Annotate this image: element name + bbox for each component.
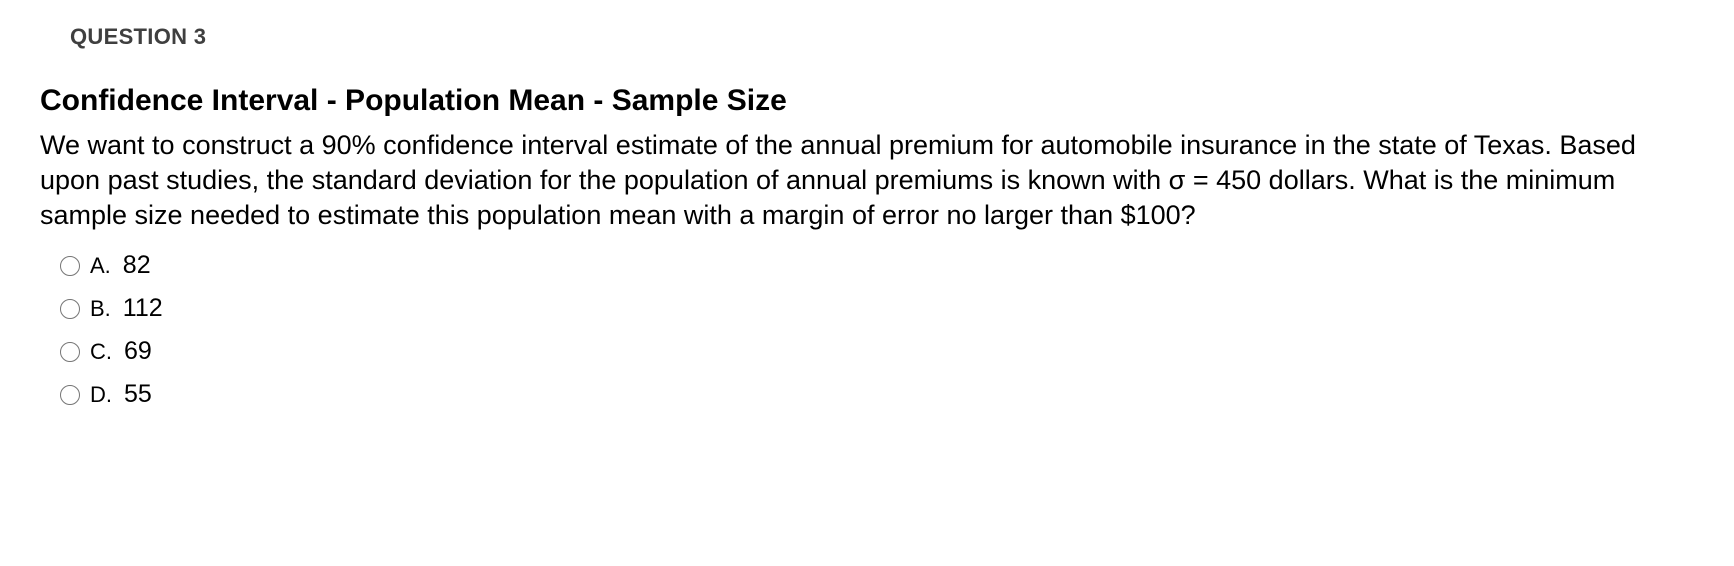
option-value: 112 [123,294,163,323]
option-c[interactable]: C. 69 [60,337,1694,366]
option-d[interactable]: D. 55 [60,380,1694,409]
options-group: A. 82 B. 112 C. 69 D. 55 [40,247,1694,409]
option-letter: C. [90,339,112,365]
option-b-radio[interactable] [60,299,80,319]
option-d-radio[interactable] [60,385,80,405]
option-a-radio[interactable] [60,256,80,276]
option-letter: B. [90,296,111,322]
option-c-radio[interactable] [60,342,80,362]
option-letter: A. [90,253,111,279]
question-number: QUESTION 3 [70,24,1694,50]
option-b[interactable]: B. 112 [60,294,1694,323]
option-letter: D. [90,382,112,408]
option-value: 69 [124,337,152,366]
question-body: We want to construct a 90% confidence in… [40,128,1680,233]
option-value: 55 [124,380,152,409]
section-title: Confidence Interval - Population Mean - … [40,84,1694,118]
option-value: 82 [123,251,151,280]
option-a[interactable]: A. 82 [60,251,1694,280]
